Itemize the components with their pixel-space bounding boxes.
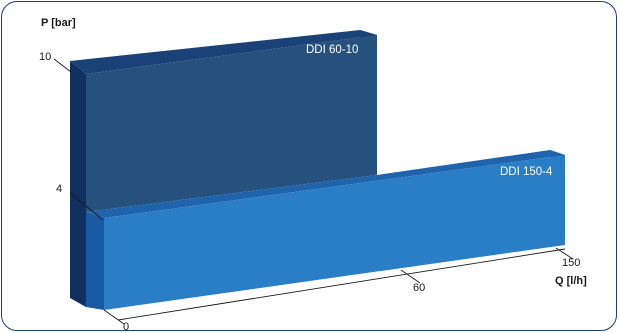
y-tick-label-10: 10 xyxy=(39,51,51,63)
x-tick-label-60: 60 xyxy=(413,282,425,294)
x-tick-60 xyxy=(400,269,421,284)
ddi-60-10-front-face xyxy=(86,35,377,212)
series-label-ddi-60-10: DDI 60-10 xyxy=(306,44,358,56)
x-axis-line xyxy=(117,248,566,321)
x-tick-150 xyxy=(555,247,574,260)
ddi-150-4-side-face xyxy=(86,212,104,310)
series-ddi-150-4 xyxy=(86,150,565,310)
series-label-ddi-150-4: DDI 150-4 xyxy=(500,166,553,178)
y-tick-10 xyxy=(53,58,72,73)
x-tick-label-0: 0 xyxy=(123,321,129,333)
x-tick-label-150: 150 xyxy=(562,257,580,269)
ddi-60-10-top-face xyxy=(70,30,377,74)
x-axis-label: Q [l/h] xyxy=(555,275,587,287)
ddi-150-4-top-face xyxy=(86,150,565,218)
x-tick-0 xyxy=(103,309,125,325)
y-axis-label: P [bar] xyxy=(41,17,76,29)
ddi-150-4-front-face xyxy=(104,155,565,310)
ddi-60-10-side-face xyxy=(70,61,86,307)
y-tick-4 xyxy=(69,192,104,221)
y-tick-label-4: 4 xyxy=(56,183,62,195)
series-ddi-60-10 xyxy=(70,30,377,307)
